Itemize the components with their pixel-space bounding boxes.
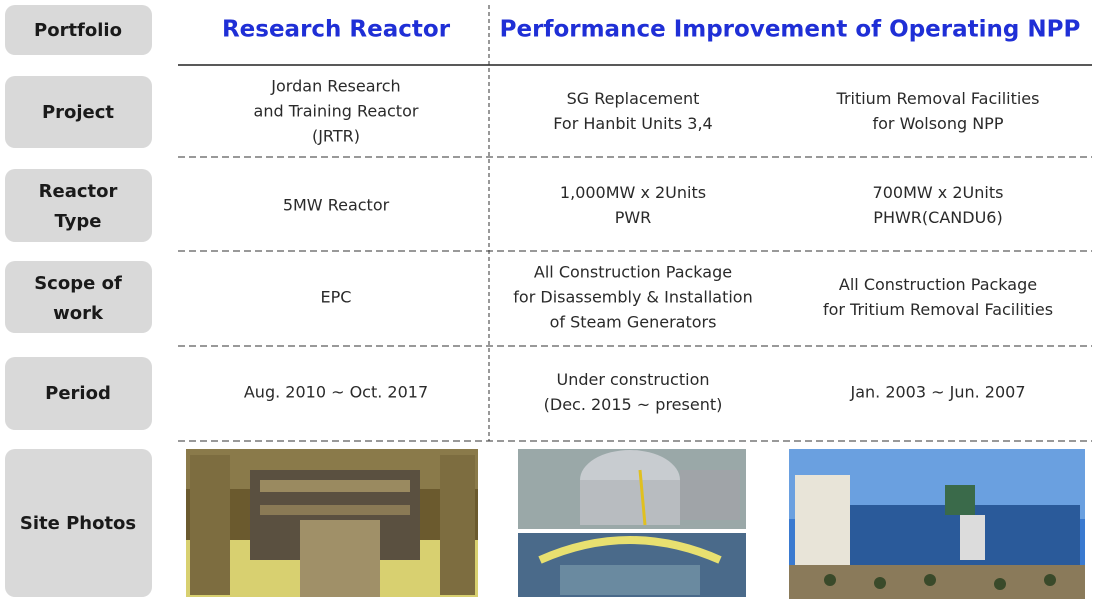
cell-text: PWR: [615, 208, 652, 227]
cell-text: (JRTR): [312, 127, 360, 146]
portfolio-table: Portfolio Research Reactor Performance Imp…: [0, 0, 1098, 601]
site-photo-hanbit: [518, 449, 746, 597]
group-title: Research Reactor: [222, 17, 451, 43]
row-label: work: [53, 303, 104, 324]
cell-text: for Wolsong NPP: [873, 114, 1004, 133]
row-label: Reactor: [39, 181, 118, 202]
site-photo-jrtr: [186, 449, 478, 597]
cell-text: 1,000MW x 2Units: [560, 183, 706, 202]
cell-text: 700MW x 2Units: [873, 183, 1004, 202]
row-label: Period: [45, 383, 111, 404]
cell-text: (Dec. 2015 ~ present): [544, 395, 723, 414]
cell-text: PHWR(CANDU6): [873, 208, 1002, 227]
site-photo-wolsong: [789, 449, 1085, 599]
row-label: Portfolio: [34, 20, 122, 41]
row-label: Site Photos: [20, 513, 136, 534]
row-label: Scope of: [34, 273, 122, 294]
cell-text: for Disassembly & Installation: [513, 288, 752, 307]
cell-text: Jordan Research: [270, 77, 400, 96]
row-label: Type: [55, 211, 102, 232]
cell-text: Aug. 2010 ~ Oct. 2017: [244, 383, 428, 402]
cell-text: 5MW Reactor: [283, 196, 390, 215]
row-label: Project: [42, 102, 114, 123]
cell-text: for Tritium Removal Facilities: [823, 300, 1053, 319]
cell-text: of Steam Generators: [550, 313, 717, 332]
cell-text: For Hanbit Units 3,4: [553, 114, 712, 133]
cell-text: EPC: [321, 288, 352, 307]
cell-text: and Training Reactor: [254, 102, 419, 121]
cell-text: Tritium Removal Facilities: [836, 89, 1040, 108]
cell-text: SG Replacement: [567, 89, 700, 108]
cell-text: Under construction: [556, 370, 709, 389]
cell-text: Jan. 2003 ~ Jun. 2007: [849, 383, 1025, 402]
cell-text: All Construction Package: [839, 275, 1037, 294]
cell-text: All Construction Package: [534, 263, 732, 282]
group-title: Performance Improvement of Operating NPP: [500, 17, 1081, 43]
